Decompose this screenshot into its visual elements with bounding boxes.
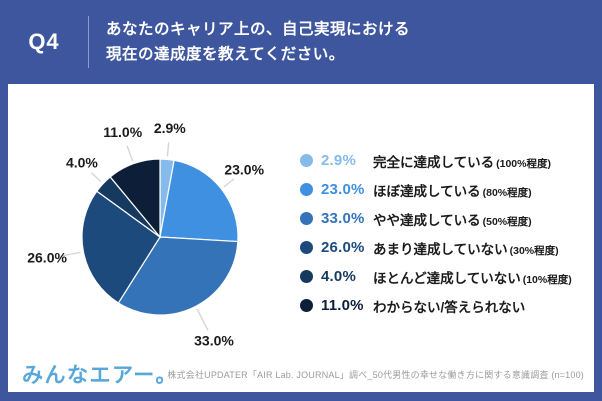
pie-slice-label: 11.0% <box>103 124 142 140</box>
legend-color-dot <box>300 270 313 283</box>
legend-note: (50%程度) <box>482 215 532 228</box>
legend-item-2: 23.0% ほぼ達成している (80%程度) <box>300 175 572 204</box>
pie-slice-label: 33.0% <box>194 333 234 349</box>
legend-percent: 2.9% <box>321 152 356 169</box>
legend-percent: 26.0% <box>321 239 365 256</box>
legend-note: (30%程度) <box>509 244 559 257</box>
chart-legend: 2.9% 完全に達成している (100%程度) 23.0% ほぼ達成している (80%程度… <box>300 146 572 320</box>
legend-item-1: 2.9% 完全に達成している (100%程度) <box>300 146 572 175</box>
question-title-line2: 現在の達成度を教えてください。 <box>106 46 345 63</box>
pie-slice-label: 23.0% <box>224 162 264 178</box>
pie-leader-line <box>196 308 209 331</box>
question-title-line1: あなたのキャリア上の、自己実現における <box>106 21 411 38</box>
pie-leader-line <box>90 172 102 183</box>
pie-slice-label: 2.9% <box>154 120 186 136</box>
pie-slice-4 <box>81 190 161 304</box>
legend-color-dot <box>300 183 313 196</box>
legend-item-3: 33.0% やや達成している (50%程度) <box>300 204 572 233</box>
source-note: 株式会社UPDATER「AIR Lab. JOURNAL」調べ_50代男性の幸せ… <box>167 370 584 380</box>
legend-label: わからない/答えられない <box>373 299 526 315</box>
legend-note: (100%程度) <box>496 157 551 170</box>
legend-percent: 4.0% <box>321 268 356 285</box>
chart-panel: 2.9% 23.0% 33.0% 26.0% 4.0% 11.0% 2.9% 完全に達成して… <box>8 84 594 392</box>
legend-percent: 11.0% <box>321 297 364 314</box>
minna-air-logo: みんなエアー。 <box>22 364 179 387</box>
legend-label: ほぼ達成している (80%程度) <box>373 183 532 199</box>
pie-slice-2 <box>159 159 239 243</box>
legend-note: (80%程度) <box>482 186 532 199</box>
legend-color-dot <box>300 299 313 312</box>
question-title: あなたのキャリア上の、自己実現における 現在の達成度を教えてください。 <box>89 17 410 67</box>
legend-item-5: 4.0% ほとんど達成していない (10%程度) <box>300 262 572 291</box>
question-header: Q4 あなたのキャリア上の、自己実現における 現在の達成度を教えてください。 <box>0 0 602 84</box>
legend-item-6: 11.0% わからない/答えられない <box>300 291 572 320</box>
pie-leader-line <box>166 142 170 157</box>
legend-label: やや達成している (50%程度) <box>373 212 532 228</box>
legend-label: 完全に達成している (100%程度) <box>373 154 551 170</box>
pie-slice-label: 26.0% <box>27 249 67 265</box>
pie-leader-line <box>223 178 235 188</box>
legend-color-dot <box>300 241 313 254</box>
pie-chart: 2.9% 23.0% 33.0% 26.0% 4.0% 11.0% <box>27 120 264 349</box>
legend-percent: 33.0% <box>321 210 365 227</box>
question-number: Q4 <box>28 29 60 54</box>
legend-color-dot <box>300 212 313 225</box>
header-divider <box>88 16 89 68</box>
legend-item-4: 26.0% あまり達成していない (30%程度) <box>300 233 572 262</box>
legend-color-dot <box>300 154 313 167</box>
legend-label: ほとんど達成していない (10%程度) <box>373 270 572 286</box>
pie-slice-label: 4.0% <box>66 155 98 171</box>
legend-label: あまり達成していない (30%程度) <box>373 241 559 257</box>
legend-note: (10%程度) <box>522 273 572 286</box>
pie-leader-line <box>126 145 134 162</box>
legend-percent: 23.0% <box>321 181 365 198</box>
pie-slice-6 <box>109 158 161 239</box>
pie-leader-line <box>59 251 81 257</box>
